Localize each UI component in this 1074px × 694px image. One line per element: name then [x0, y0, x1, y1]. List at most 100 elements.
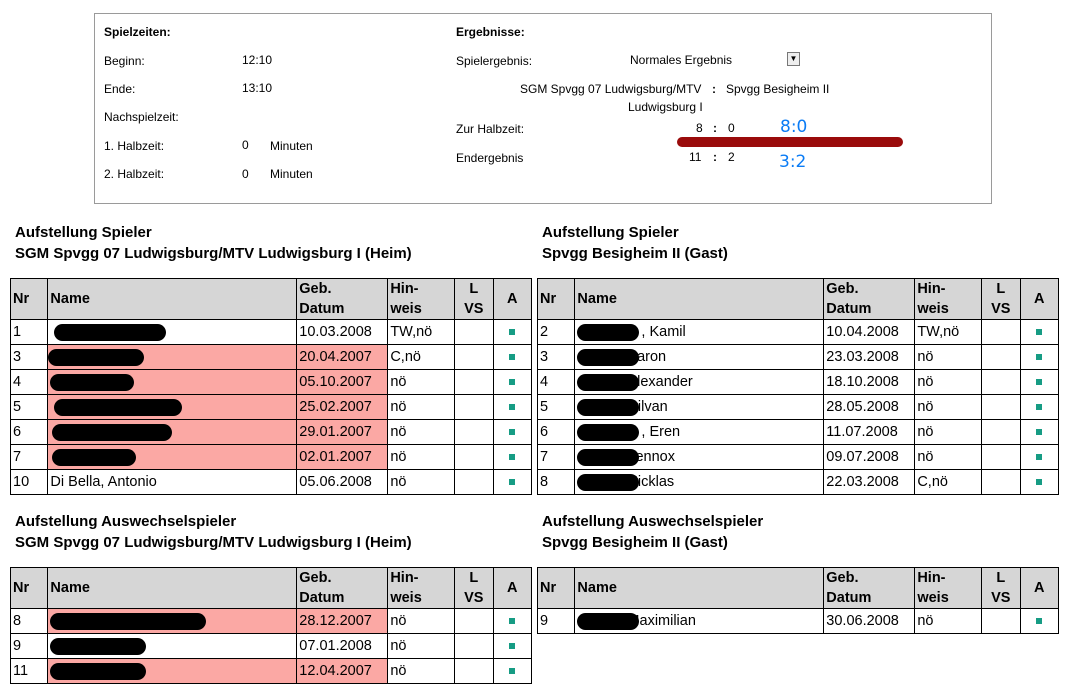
action-cell[interactable] [1019, 394, 1060, 420]
select-marker-icon[interactable] [509, 479, 516, 486]
player-name: Aaron [627, 349, 667, 365]
player-l-vs [981, 394, 1021, 420]
home-subs-table: Nr Name Geb. Datum Hin-weis L VS A 8 28.12… [9, 567, 533, 684]
player-name: , Eren [641, 424, 681, 440]
select-marker-icon[interactable] [1036, 404, 1043, 411]
player-l-vs [454, 419, 494, 445]
table-row: 3 Aaron 23.03.2008 nö [536, 344, 1060, 370]
table-row: 1 10.03.2008 TW,nö [9, 319, 533, 345]
select-marker-icon[interactable] [1036, 329, 1043, 336]
table-row: 2 , Kamil 10.04.2008 TW,nö [536, 319, 1060, 345]
select-marker-icon[interactable] [1036, 454, 1043, 461]
select-marker-icon[interactable] [509, 668, 516, 675]
action-cell[interactable] [492, 444, 533, 470]
action-cell[interactable] [1019, 444, 1060, 470]
action-cell[interactable] [1019, 469, 1060, 495]
player-dob: 30.06.2008 [823, 608, 916, 634]
player-l-vs [454, 608, 494, 634]
away-team-name: Spvgg Besigheim II [726, 82, 830, 96]
table-row: 6 29.01.2007 nö [9, 419, 533, 445]
player-l-vs [454, 344, 494, 370]
action-cell[interactable] [1019, 419, 1060, 445]
player-note: nö [387, 633, 456, 659]
select-marker-icon[interactable] [509, 618, 516, 625]
redacted-name [577, 349, 640, 366]
table-row: 8 28.12.2007 nö [9, 608, 533, 634]
select-marker-icon[interactable] [509, 379, 516, 386]
player-l-vs [981, 369, 1021, 395]
select-marker-icon[interactable] [509, 429, 516, 436]
select-marker-icon[interactable] [509, 454, 516, 461]
select-marker-icon[interactable] [1036, 354, 1043, 361]
redacted-name [577, 399, 640, 416]
action-cell[interactable] [492, 658, 533, 684]
col-a: A [1019, 278, 1060, 320]
action-cell[interactable] [1019, 608, 1060, 634]
home-team-line1: SGM Spvgg 07 Ludwigsburg/MTV [520, 82, 702, 96]
select-marker-icon[interactable] [1036, 618, 1043, 625]
home-team-line2: Ludwigsburg I [628, 100, 703, 114]
half1-label: 1. Halbzeit: [104, 139, 165, 153]
col-name: Name [47, 567, 298, 609]
col-a: A [1019, 567, 1060, 609]
player-note: nö [387, 658, 456, 684]
half2-unit: Minuten [270, 167, 313, 181]
final-separator: : [713, 150, 717, 164]
col-dob: Geb. Datum [296, 278, 389, 320]
player-number: 7 [536, 444, 576, 470]
player-note: TW,nö [914, 319, 983, 345]
player-number: 2 [536, 319, 576, 345]
halftime-home-score: 8 [696, 121, 703, 135]
result-type-label: Spielergebnis: [456, 54, 533, 68]
redacted-name [52, 424, 173, 441]
home-subs-title: Aufstellung Auswechselspieler [15, 513, 237, 530]
player-dob: 23.03.2008 [823, 344, 916, 370]
player-dob: 09.07.2008 [823, 444, 916, 470]
col-name: Name [574, 567, 825, 609]
player-number: 5 [9, 394, 49, 420]
player-note: nö [914, 369, 983, 395]
result-type-select[interactable]: Normales Ergebnis [630, 53, 733, 67]
select-marker-icon[interactable] [509, 404, 516, 411]
action-cell[interactable] [492, 469, 533, 495]
player-name: Di Bella, Antonio [50, 474, 157, 490]
action-cell[interactable] [1019, 319, 1060, 345]
table-row: 5 25.02.2007 nö [9, 394, 533, 420]
player-note: nö [387, 608, 456, 634]
player-number: 3 [9, 344, 49, 370]
action-cell[interactable] [1019, 344, 1060, 370]
redacted-name [577, 324, 640, 341]
times-title: Spielzeiten: [104, 25, 171, 39]
select-marker-icon[interactable] [509, 354, 516, 361]
player-name: , Kamil [641, 324, 686, 340]
results-title: Ergebnisse: [456, 25, 525, 39]
select-marker-icon[interactable] [509, 329, 516, 336]
player-dob: 22.03.2008 [823, 469, 916, 495]
player-number: 9 [9, 633, 49, 659]
action-cell[interactable] [492, 633, 533, 659]
select-marker-icon[interactable] [1036, 429, 1043, 436]
action-cell[interactable] [492, 608, 533, 634]
action-cell[interactable] [492, 344, 533, 370]
player-l-vs [981, 419, 1021, 445]
select-marker-icon[interactable] [1036, 479, 1043, 486]
dropdown-arrow-icon[interactable]: ▼ [787, 52, 800, 66]
player-name-cell [47, 319, 298, 345]
action-cell[interactable] [492, 319, 533, 345]
final-annotation: 3:2 [779, 152, 807, 172]
select-marker-icon[interactable] [1036, 379, 1043, 386]
player-name-cell [47, 369, 298, 395]
action-cell[interactable] [492, 369, 533, 395]
col-name: Name [574, 278, 825, 320]
player-dob: 07.01.2008 [296, 633, 389, 659]
col-nr: Nr [9, 567, 49, 609]
action-cell[interactable] [492, 419, 533, 445]
player-l-vs [454, 319, 494, 345]
select-marker-icon[interactable] [509, 643, 516, 650]
action-cell[interactable] [492, 394, 533, 420]
player-name-cell [47, 419, 298, 445]
action-cell[interactable] [1019, 369, 1060, 395]
col-nr: Nr [9, 278, 49, 320]
player-dob: 10.03.2008 [296, 319, 389, 345]
half2-label: 2. Halbzeit: [104, 167, 165, 181]
